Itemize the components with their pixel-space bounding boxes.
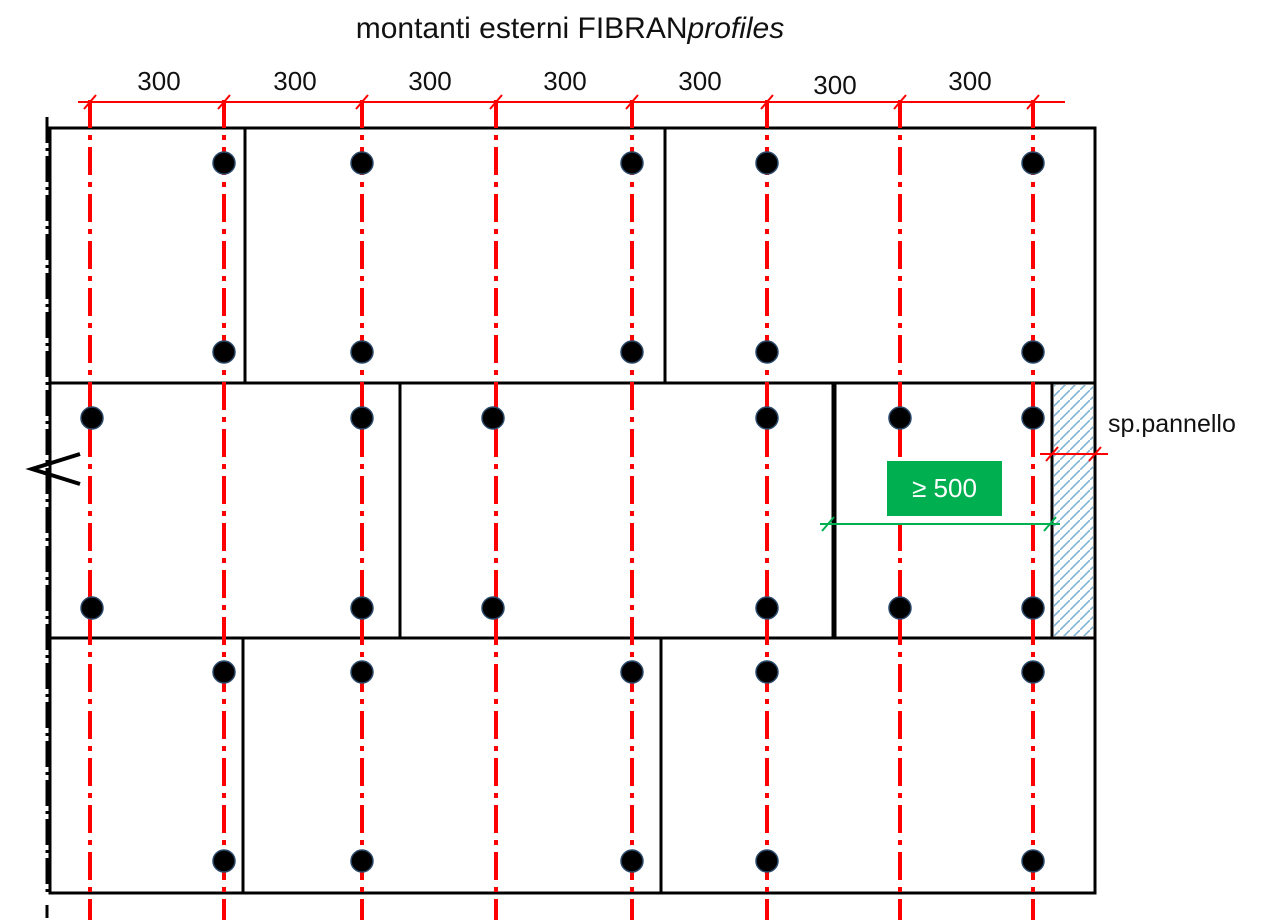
- min-width-tick-2: [1043, 516, 1057, 532]
- fastener-dot-icon: [350, 660, 374, 684]
- dimension-tick-2: [217, 94, 231, 110]
- fastener-dot-icon: [1021, 660, 1045, 684]
- fastener-dot-icon: [212, 660, 236, 684]
- panel-r3-3: [659, 636, 1097, 895]
- fastener-dot-icon: [1021, 849, 1045, 873]
- fastener-dot-icon: [481, 406, 505, 430]
- fastener-dot-icon: [1021, 596, 1045, 620]
- fastener-dot-icon: [350, 151, 374, 175]
- fastener-dot-icon: [1021, 151, 1045, 175]
- hatched-strip-fill: [1054, 385, 1093, 636]
- title-italic: profiles: [687, 12, 785, 45]
- spacing-label-6: 300: [813, 70, 857, 100]
- fastener-dot-icon: [350, 596, 374, 620]
- fastener-dot-icon: [350, 406, 374, 430]
- dimension-tick-3: [355, 94, 369, 110]
- dimension-tick-7: [893, 94, 907, 110]
- fastener-dot-icon: [755, 660, 779, 684]
- panel-thickness-dimension: [1040, 446, 1108, 462]
- fastener-dot-icon: [350, 849, 374, 873]
- panel-r1-2: [243, 126, 667, 385]
- spacing-label-1: 300: [137, 66, 181, 96]
- fastener-dot-icon: [888, 406, 912, 430]
- dimension-tick-4: [489, 94, 503, 110]
- dimension-tick-1: [83, 94, 97, 110]
- panel-r3-2: [241, 636, 663, 895]
- fastener-dot-icon: [888, 596, 912, 620]
- spacing-label-4: 300: [543, 66, 587, 96]
- fastener-dot-icon: [481, 596, 505, 620]
- diagram-title: montanti esterni FIBRANprofiles: [0, 12, 1140, 46]
- fastener-dot-icon: [755, 151, 779, 175]
- spacing-label-2: 300: [273, 66, 317, 96]
- panel-thickness-label: sp.pannello: [1108, 410, 1236, 438]
- fastener-dot-icon: [212, 340, 236, 364]
- fastener-dot-icon: [350, 340, 374, 364]
- spacing-label-3: 300: [408, 66, 452, 96]
- thickness-tick-1: [1045, 446, 1059, 462]
- stud-axes: [88, 100, 1035, 920]
- min-width-dimension: [820, 516, 1060, 532]
- dimension-tick-5: [625, 94, 639, 110]
- fastener-dot-icon: [620, 849, 644, 873]
- spacing-label-5: 300: [678, 66, 722, 96]
- dimension-tick-8: [1026, 94, 1040, 110]
- fastener-dot-icon: [620, 151, 644, 175]
- fastener-dot-icon: [755, 340, 779, 364]
- fastener-dot-icon: [620, 340, 644, 364]
- fastener-dot-icon: [212, 151, 236, 175]
- fastener-dot-icon: [1021, 406, 1045, 430]
- fastener-dot-icon: [1021, 340, 1045, 364]
- dimension-tick-6: [760, 94, 774, 110]
- min-width-badge: ≥ 500: [887, 461, 1002, 516]
- fastener-dot-icon: [620, 660, 644, 684]
- title-main: montanti esterni FIBRAN: [355, 12, 688, 45]
- fastener-dot-icon: [80, 596, 104, 620]
- fastener-dot-icon: [212, 849, 236, 873]
- top-dimension-line: [78, 94, 1065, 110]
- fastener-dot-icon: [755, 596, 779, 620]
- fastener-dot-icon: [80, 406, 104, 430]
- min-width-tick-1: [821, 516, 835, 532]
- fastener-dot-icon: [755, 406, 779, 430]
- fasteners: [80, 151, 1045, 873]
- fastener-dot-icon: [755, 849, 779, 873]
- spacing-label-7: 300: [948, 66, 992, 96]
- thickness-tick-2: [1088, 446, 1102, 462]
- direction-arrow-icon: [25, 452, 81, 486]
